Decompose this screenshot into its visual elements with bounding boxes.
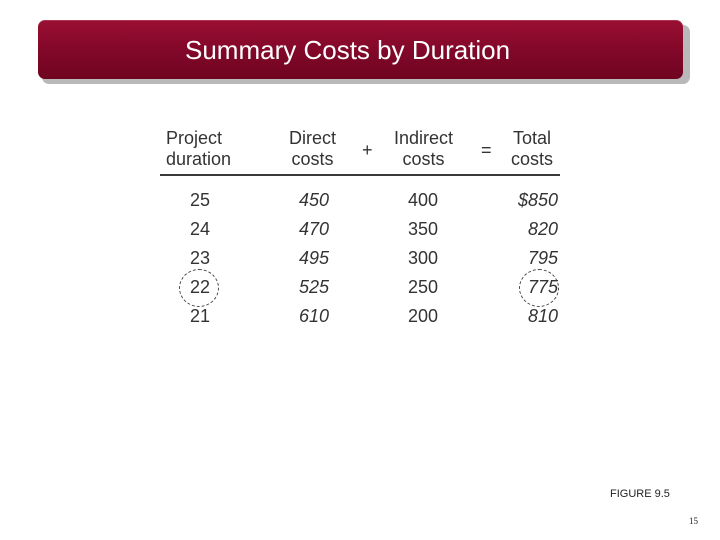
cell-direct: 450 bbox=[298, 190, 330, 210]
cell-indirect: 250 bbox=[407, 277, 439, 297]
figure-label: FIGURE 9.5 bbox=[610, 488, 670, 500]
page-number: 15 bbox=[689, 516, 698, 526]
cell-duration: 21 bbox=[189, 306, 211, 326]
cell-total: 820 bbox=[527, 219, 558, 239]
header-total-costs: Total costs bbox=[511, 128, 553, 170]
table-row-highlighted: 22 525 250 775 bbox=[160, 275, 560, 304]
cell-direct: 470 bbox=[298, 219, 330, 239]
optimal-duration-circle bbox=[179, 269, 219, 307]
cell-direct: 495 bbox=[298, 248, 330, 268]
cell-indirect: 300 bbox=[407, 248, 439, 268]
header-project-duration-line2: duration bbox=[166, 149, 232, 169]
header-project-duration: Project duration bbox=[166, 128, 231, 170]
header-indirect-costs-line1: Indirect bbox=[394, 128, 454, 148]
header-indirect-costs: Indirect costs bbox=[394, 128, 453, 170]
slide-title: Summary Costs by Duration bbox=[185, 35, 511, 65]
header-rule bbox=[160, 174, 560, 176]
header-indirect-costs-line2: costs bbox=[402, 149, 445, 169]
cell-total: $850 bbox=[517, 190, 558, 210]
header-total-costs-line2: costs bbox=[511, 149, 554, 169]
header-direct-costs-line1: Direct bbox=[289, 128, 337, 148]
header-project-duration-line1: Project bbox=[166, 128, 223, 148]
cell-indirect: 200 bbox=[407, 306, 439, 326]
table-row: 23 495 300 795 bbox=[160, 246, 560, 275]
cell-indirect: 400 bbox=[407, 190, 439, 210]
cell-total: 810 bbox=[527, 306, 558, 326]
cell-duration: 25 bbox=[189, 190, 211, 210]
header-total-costs-line1: Total bbox=[512, 128, 552, 148]
header-direct-costs-line2: costs bbox=[291, 149, 334, 169]
title-bar: Summary Costs by Duration bbox=[38, 20, 683, 79]
equals-sign: = bbox=[481, 140, 492, 160]
header-direct-costs: Direct costs bbox=[289, 128, 336, 170]
table-row: 25 450 400 $850 bbox=[160, 188, 560, 217]
cell-direct: 525 bbox=[298, 277, 330, 297]
table-row: 24 470 350 820 bbox=[160, 217, 560, 246]
cell-indirect: 350 bbox=[407, 219, 439, 239]
cell-total: 795 bbox=[527, 248, 558, 268]
table-row: 21 610 200 810 bbox=[160, 304, 560, 333]
cell-direct: 610 bbox=[298, 306, 330, 326]
cell-duration: 24 bbox=[189, 219, 211, 239]
optimal-total-cost-circle bbox=[519, 269, 559, 307]
cost-summary-table: Project duration Direct costs + Indirect… bbox=[160, 128, 560, 333]
plus-sign: + bbox=[362, 140, 373, 160]
cell-duration: 23 bbox=[189, 248, 211, 268]
